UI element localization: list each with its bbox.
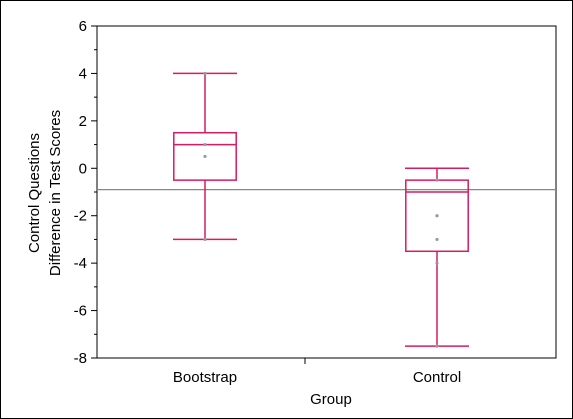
data-point bbox=[203, 154, 207, 159]
x-tick-label: Control bbox=[413, 369, 461, 386]
boxes bbox=[173, 71, 469, 348]
y-tick-label: -8 bbox=[74, 350, 87, 367]
y-tick-label: 2 bbox=[79, 113, 87, 130]
box-control bbox=[405, 167, 469, 348]
iqr-box bbox=[173, 131, 237, 181]
data-point bbox=[203, 142, 207, 147]
data-point bbox=[435, 344, 439, 348]
x-tick-label: Bootstrap bbox=[173, 369, 237, 386]
y-tick-label: -6 bbox=[74, 303, 87, 320]
y-axis-title-line-2: Difference in Test Scores bbox=[47, 110, 64, 276]
y-tick-label: -4 bbox=[74, 255, 87, 272]
y-tick-label: -2 bbox=[74, 208, 87, 225]
data-point bbox=[435, 178, 439, 182]
plot-border bbox=[96, 25, 557, 359]
plot-area bbox=[96, 25, 557, 359]
y-axis-title-line-1: Control Questions bbox=[26, 133, 43, 253]
x-axis-title: Group bbox=[310, 391, 352, 408]
y-tick-label: 6 bbox=[79, 18, 87, 35]
x-axis: Bootstrap Control bbox=[173, 358, 461, 386]
y-axis: -8 -6 -4 -2 0 2 4 6 bbox=[74, 18, 97, 367]
data-point bbox=[435, 237, 439, 242]
data-point bbox=[435, 214, 439, 218]
data-point bbox=[203, 71, 207, 76]
box-bootstrap bbox=[173, 71, 237, 242]
y-tick-label: 0 bbox=[79, 160, 87, 177]
data-point bbox=[203, 237, 207, 242]
y-tick-label: 4 bbox=[79, 65, 87, 82]
data-point bbox=[435, 261, 439, 265]
